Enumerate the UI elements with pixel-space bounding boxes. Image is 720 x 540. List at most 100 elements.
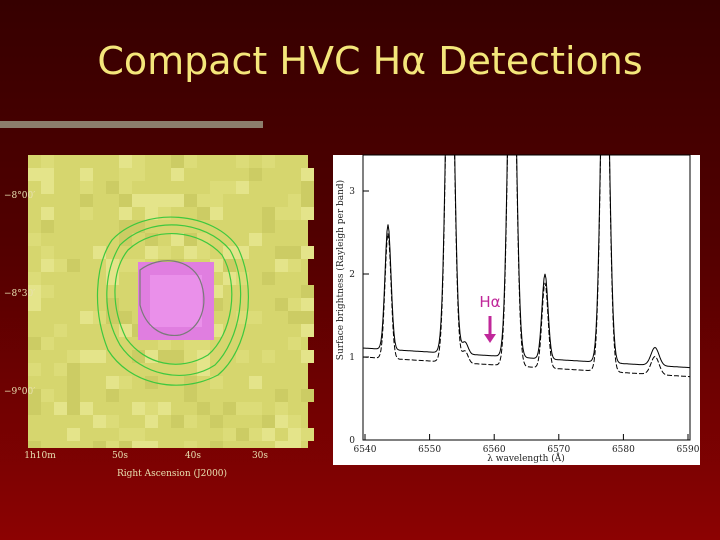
image-pixel <box>210 194 223 207</box>
image-pixel <box>288 194 301 207</box>
image-pixel <box>132 441 145 448</box>
x-tick-label: 6570 <box>547 445 570 455</box>
image-pixel <box>106 441 119 448</box>
spectrum-curves <box>363 155 690 378</box>
image-pixel <box>119 428 132 441</box>
spectrum-panel: 0 1 2 3 6540 6550 6560 6570 6580 6590 Surface bri… <box>333 154 700 465</box>
image-pixel <box>301 194 314 207</box>
image-pixel <box>132 220 145 233</box>
image-pixel <box>249 402 262 415</box>
y-axis-label: Surface brightness (Rayleigh per band) <box>335 180 346 360</box>
image-pixel <box>262 207 275 220</box>
image-pixel <box>301 246 314 259</box>
spectrum-ticks: 0 1 2 3 6540 6550 6560 6570 6580 6590 <box>349 187 699 455</box>
image-pixel <box>210 376 223 389</box>
image-pixel <box>41 389 54 402</box>
image-pixel <box>119 376 132 389</box>
image-pixel <box>106 181 119 194</box>
image-pixel <box>28 337 41 350</box>
image-pixel <box>119 181 132 194</box>
image-pixel <box>210 415 223 428</box>
x-label: 50s <box>112 451 128 461</box>
image-pixel <box>106 311 119 324</box>
image-pixel <box>184 350 197 363</box>
image-pixel <box>106 259 119 272</box>
image-pixel <box>275 402 288 415</box>
image-pixel <box>28 272 41 285</box>
image-pixel <box>184 376 197 389</box>
image-pixel <box>41 155 54 168</box>
image-pixel <box>288 311 301 324</box>
image-pixel <box>158 246 171 259</box>
y-label: −8°30′ <box>4 289 35 299</box>
image-pixel <box>28 285 41 298</box>
image-pixel <box>93 350 106 363</box>
image-pixel <box>262 220 275 233</box>
image-pixel <box>262 155 275 168</box>
image-panel: −8°00′ −8°30′ −9°00′ 1h10m 50s 40s 30s R… <box>4 155 314 479</box>
image-pixel <box>145 350 158 363</box>
image-pixel <box>184 441 197 448</box>
image-pixel <box>171 415 184 428</box>
image-pixel <box>41 207 54 220</box>
title-rule <box>0 121 263 128</box>
image-pixel <box>184 233 197 246</box>
image-pixel <box>223 272 236 285</box>
image-pixel <box>80 168 93 181</box>
image-pixel <box>197 350 210 363</box>
image-pixel <box>301 181 314 194</box>
image-pixel <box>145 376 158 389</box>
image-pixel <box>41 246 54 259</box>
image-pixel <box>106 415 119 428</box>
image-pixel <box>132 428 145 441</box>
image-pixel <box>171 350 184 363</box>
image-pixel <box>171 168 184 181</box>
image-pixel <box>197 402 210 415</box>
image-pixel <box>67 376 80 389</box>
image-pixel <box>184 155 197 168</box>
image-pixel <box>145 207 158 220</box>
image-pixel <box>197 246 210 259</box>
x-label: 1h10m <box>24 451 56 461</box>
x-axis-label: λ wavelength (Å) <box>487 452 565 464</box>
image-pixel <box>106 389 119 402</box>
image-pixel <box>80 207 93 220</box>
image-pixel <box>236 246 249 259</box>
image-pixel <box>301 207 314 220</box>
image-pixel <box>67 350 80 363</box>
image-pixel <box>93 246 106 259</box>
image-pixel <box>249 376 262 389</box>
image-pixel <box>262 350 275 363</box>
image-pixel <box>288 298 301 311</box>
image-pixel <box>145 194 158 207</box>
image-pixel <box>93 441 106 448</box>
image-pixel <box>132 402 145 415</box>
image-pixel <box>119 259 132 272</box>
spectrum-curve <box>363 155 690 378</box>
image-pixel <box>28 168 41 181</box>
image-pixel <box>275 298 288 311</box>
image-pixel <box>210 181 223 194</box>
image-pixel <box>288 337 301 350</box>
image-pixel <box>210 441 223 448</box>
image-pixel <box>288 415 301 428</box>
image-pixel <box>236 181 249 194</box>
image-pixel <box>275 246 288 259</box>
image-pixel <box>288 246 301 259</box>
image-pixel <box>145 415 158 428</box>
image-pixel <box>301 298 314 311</box>
x-tick-label: 6550 <box>418 445 441 455</box>
annotation: Hα <box>479 293 500 311</box>
image-pixel <box>184 194 197 207</box>
x-tick-label: 6580 <box>612 445 635 455</box>
image-pixel <box>275 441 288 448</box>
image-pixel <box>28 363 41 376</box>
image-pixel <box>132 168 145 181</box>
image-pixel <box>145 441 158 448</box>
image-pixel <box>93 415 106 428</box>
x-label: 30s <box>252 451 268 461</box>
image-pixel <box>301 168 314 181</box>
y-label: −8°00′ <box>4 191 35 201</box>
x-label: 40s <box>185 451 201 461</box>
contour <box>114 232 233 365</box>
